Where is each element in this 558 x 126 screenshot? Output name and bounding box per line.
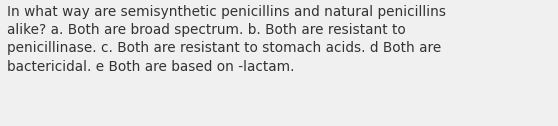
Text: In what way are semisynthetic penicillins and natural penicillins
alike? a. Both: In what way are semisynthetic penicillin… [7, 5, 446, 74]
